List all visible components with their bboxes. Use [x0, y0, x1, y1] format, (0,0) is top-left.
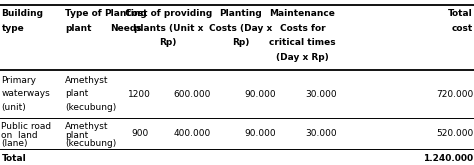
- Text: 400.000: 400.000: [173, 129, 210, 138]
- Text: Planting: Planting: [104, 9, 147, 18]
- Text: critical times: critical times: [269, 38, 336, 47]
- Text: waterways: waterways: [1, 89, 50, 98]
- Text: 900: 900: [131, 129, 148, 138]
- Text: Needs: Needs: [110, 24, 141, 33]
- Text: Rp): Rp): [232, 38, 249, 47]
- Text: 1.240.000: 1.240.000: [423, 154, 473, 163]
- Text: Primary: Primary: [1, 76, 36, 85]
- Text: (kecubung): (kecubung): [65, 103, 117, 112]
- Text: Building: Building: [1, 9, 44, 18]
- Text: plants (Unit x: plants (Unit x: [134, 24, 203, 33]
- Text: (kecubung): (kecubung): [65, 139, 117, 148]
- Text: 720.000: 720.000: [436, 90, 473, 99]
- Text: type: type: [1, 24, 24, 33]
- Text: 30.000: 30.000: [306, 90, 337, 99]
- Text: 520.000: 520.000: [436, 129, 473, 138]
- Text: (Day x Rp): (Day x Rp): [276, 53, 329, 62]
- Text: Total: Total: [448, 9, 473, 18]
- Text: on  land: on land: [1, 131, 38, 140]
- Text: 90.000: 90.000: [244, 129, 275, 138]
- Text: Public road: Public road: [1, 122, 52, 131]
- Text: 90.000: 90.000: [244, 90, 275, 99]
- Text: Rp): Rp): [160, 38, 177, 47]
- Text: Planting: Planting: [219, 9, 262, 18]
- Text: Costs for: Costs for: [280, 24, 325, 33]
- Text: cost: cost: [452, 24, 473, 33]
- Text: plant: plant: [65, 131, 89, 140]
- Text: Amethyst: Amethyst: [65, 76, 109, 85]
- Text: plant: plant: [65, 24, 92, 33]
- Text: 600.000: 600.000: [173, 90, 210, 99]
- Text: 1200: 1200: [128, 90, 151, 99]
- Text: Costs (Day x: Costs (Day x: [209, 24, 273, 33]
- Text: plant: plant: [65, 89, 89, 98]
- Text: (unit): (unit): [1, 103, 26, 112]
- Text: Cost of providing: Cost of providing: [125, 9, 212, 18]
- Text: Maintenance: Maintenance: [270, 9, 335, 18]
- Text: Type of: Type of: [65, 9, 102, 18]
- Text: Amethyst: Amethyst: [65, 122, 109, 131]
- Text: 30.000: 30.000: [306, 129, 337, 138]
- Text: (lane): (lane): [1, 139, 28, 148]
- Text: Total: Total: [1, 154, 26, 163]
